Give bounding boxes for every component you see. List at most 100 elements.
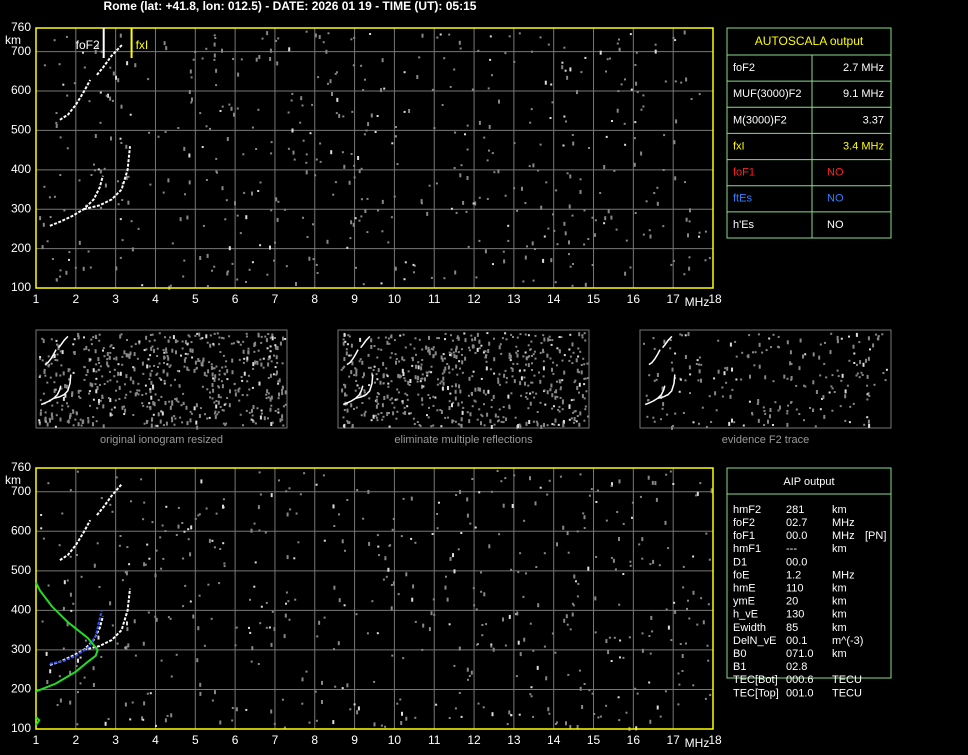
noise-pixel — [109, 503, 112, 506]
noise-pixel — [543, 235, 546, 238]
noise-pixel — [67, 368, 70, 373]
noise-pixel — [90, 174, 93, 176]
noise-pixel — [502, 617, 504, 622]
noise-pixel — [215, 512, 218, 515]
noise-pixel — [779, 405, 781, 410]
noise-pixel — [195, 420, 198, 425]
noise-pixel — [571, 342, 574, 347]
noise-pixel — [688, 617, 691, 620]
noise-pixel — [206, 341, 209, 344]
noise-pixel — [257, 663, 260, 665]
noise-pixel — [692, 590, 695, 595]
noise-pixel — [206, 285, 209, 287]
noise-pixel — [130, 500, 132, 503]
noise-pixel — [147, 611, 150, 614]
noise-pixel — [769, 414, 771, 419]
noise-pixel — [458, 692, 461, 694]
noise-pixel — [143, 422, 146, 425]
y-axis-label: km — [5, 473, 21, 487]
noise-pixel — [537, 603, 540, 608]
noise-pixel — [558, 405, 561, 408]
noise-pixel — [92, 416, 95, 418]
noise-pixel — [569, 628, 572, 631]
noise-pixel — [164, 718, 167, 723]
noise-pixel — [177, 524, 180, 529]
noise-pixel — [858, 376, 861, 379]
noise-pixel — [199, 682, 202, 687]
noise-pixel — [188, 335, 191, 338]
noise-pixel — [157, 399, 160, 402]
noise-pixel — [281, 362, 284, 365]
noise-pixel — [186, 343, 189, 346]
noise-pixel — [399, 698, 402, 701]
noise-pixel — [167, 340, 170, 343]
x-tick-label: 10 — [388, 292, 402, 306]
noise-pixel — [564, 69, 567, 72]
noise-pixel — [277, 37, 280, 40]
noise-pixel — [605, 519, 608, 522]
noise-pixel — [267, 396, 270, 399]
x-tick-label: 6 — [232, 733, 239, 747]
noise-pixel — [262, 357, 265, 360]
noise-pixel — [421, 403, 424, 406]
noise-pixel — [543, 337, 546, 342]
noise-pixel — [273, 722, 276, 725]
noise-pixel — [867, 356, 870, 361]
noise-pixel — [819, 374, 822, 377]
noise-pixel — [466, 124, 469, 127]
noise-pixel — [478, 120, 481, 125]
noise-pixel — [183, 259, 186, 262]
noise-pixel — [278, 392, 280, 397]
noise-pixel — [395, 417, 398, 420]
noise-pixel — [260, 412, 263, 415]
noise-pixel — [82, 266, 85, 271]
noise-pixel — [401, 356, 404, 361]
noise-pixel — [133, 352, 136, 357]
noise-pixel — [232, 342, 235, 345]
noise-pixel — [477, 702, 480, 705]
noise-pixel — [574, 410, 577, 413]
noise-pixel — [538, 371, 540, 374]
noise-pixel — [654, 481, 657, 486]
noise-pixel — [471, 375, 474, 378]
noise-pixel — [69, 415, 71, 420]
noise-pixel — [248, 626, 250, 629]
noise-pixel — [340, 368, 343, 371]
noise-pixel — [356, 489, 359, 491]
noise-pixel — [92, 336, 95, 339]
noise-pixel — [559, 475, 562, 478]
noise-pixel — [309, 132, 312, 135]
noise-pixel — [814, 425, 817, 428]
aip-cell: TECU — [832, 674, 862, 686]
noise-pixel — [402, 412, 405, 415]
noise-pixel — [172, 335, 175, 340]
noise-pixel — [493, 337, 495, 340]
noise-pixel — [604, 216, 607, 221]
noise-pixel — [459, 389, 462, 394]
noise-pixel — [347, 421, 349, 424]
noise-pixel — [277, 382, 280, 385]
noise-pixel — [251, 408, 253, 413]
noise-pixel — [276, 361, 279, 364]
noise-pixel — [454, 270, 457, 275]
noise-pixel — [154, 424, 157, 427]
noise-pixel — [270, 422, 273, 426]
noise-pixel — [85, 374, 88, 376]
noise-pixel — [273, 627, 276, 631]
noise-pixel — [88, 392, 91, 395]
noise-pixel — [242, 340, 245, 343]
noise-pixel — [654, 43, 657, 46]
noise-pixel — [266, 273, 269, 276]
x-tick-label: 2 — [72, 292, 79, 306]
noise-pixel — [132, 380, 135, 385]
trace — [83, 146, 131, 211]
noise-pixel — [629, 266, 632, 269]
noise-pixel — [178, 384, 181, 387]
noise-pixel — [213, 265, 216, 268]
noise-pixel — [803, 419, 805, 422]
noise-pixel — [525, 357, 528, 360]
noise-pixel — [516, 353, 519, 358]
noise-pixel — [199, 691, 202, 696]
noise-pixel — [415, 366, 417, 369]
noise-pixel — [501, 337, 504, 340]
